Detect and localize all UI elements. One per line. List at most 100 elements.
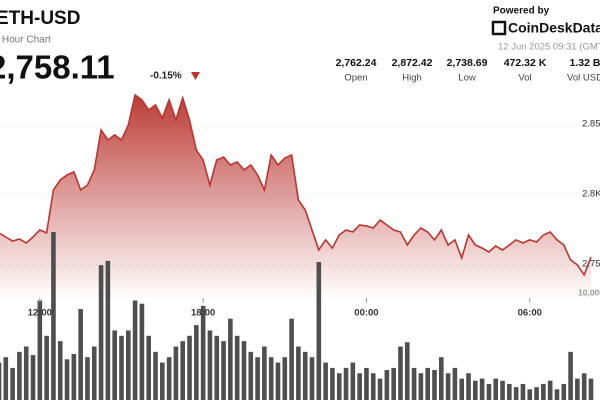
stat-label: Vol USD bbox=[567, 73, 600, 84]
volume-bar bbox=[588, 378, 594, 400]
volume-bar bbox=[473, 380, 478, 400]
volume-bar bbox=[262, 346, 267, 400]
volume-bar bbox=[309, 357, 315, 400]
stat-value: 1.32 B bbox=[570, 57, 600, 69]
volume-bar bbox=[432, 370, 437, 400]
stat-value: 2,872.42 bbox=[392, 57, 433, 69]
volume-bar bbox=[228, 318, 233, 400]
y-tick-label: 2.75K bbox=[582, 259, 600, 270]
volume-bar bbox=[343, 367, 349, 400]
volume-bar bbox=[139, 303, 145, 400]
volume-bar bbox=[194, 325, 199, 400]
volume-bar bbox=[445, 373, 451, 400]
volume-bar bbox=[51, 232, 56, 400]
volume-bar bbox=[370, 373, 376, 400]
title: ETH-USD bbox=[0, 8, 80, 29]
price-area bbox=[0, 95, 591, 300]
volume-bar bbox=[561, 383, 567, 400]
volume-bar bbox=[527, 389, 533, 400]
volume-bar bbox=[112, 330, 117, 400]
change: -0.15% bbox=[150, 71, 182, 82]
stat-label: High bbox=[402, 73, 422, 84]
volume-bar bbox=[180, 341, 186, 400]
volume-bar bbox=[64, 359, 70, 400]
volume-bar bbox=[3, 357, 9, 400]
volume-bar bbox=[78, 309, 83, 400]
powered-by: Powered by bbox=[493, 6, 550, 17]
x-tick-label: 12:00 bbox=[28, 308, 52, 319]
volume-bar bbox=[125, 330, 131, 400]
y-tick-label: 2.8K bbox=[582, 189, 600, 200]
volume-bar bbox=[30, 355, 36, 400]
volume-bar bbox=[404, 342, 410, 400]
price-line bbox=[0, 93, 592, 277]
volume-bar bbox=[221, 341, 226, 400]
brand-icon bbox=[491, 20, 507, 36]
volume-bar bbox=[187, 335, 192, 400]
volume-bar bbox=[289, 318, 294, 400]
down-arrow bbox=[191, 72, 200, 80]
volume-bar bbox=[547, 380, 553, 400]
volume-bar bbox=[541, 383, 546, 400]
volume-bar bbox=[581, 373, 587, 400]
volume-bar bbox=[323, 362, 328, 400]
stat-label: Open bbox=[344, 73, 367, 84]
volume-bar bbox=[248, 351, 254, 400]
volume-bar bbox=[105, 260, 111, 400]
volume-bar bbox=[98, 265, 104, 400]
volume-bar bbox=[500, 380, 505, 400]
volume-bar bbox=[418, 373, 424, 400]
volume-bar bbox=[479, 378, 485, 400]
volume-bar bbox=[44, 335, 49, 400]
volume-bar bbox=[466, 373, 471, 400]
brand: CoinDeskData bbox=[508, 20, 600, 36]
volume-bar bbox=[438, 357, 444, 400]
volume-bar bbox=[575, 378, 580, 400]
volume-bar bbox=[173, 346, 179, 400]
volume-bar bbox=[296, 346, 301, 400]
volume-bar bbox=[391, 367, 396, 400]
volume-bar bbox=[153, 351, 158, 400]
volume-bar bbox=[459, 378, 465, 400]
volume-bar bbox=[166, 357, 172, 400]
volume-bar bbox=[452, 367, 458, 400]
volume-bar bbox=[330, 367, 335, 400]
volume-bar bbox=[85, 357, 90, 400]
price: 2,758.11 bbox=[0, 49, 115, 86]
volume-bar bbox=[200, 305, 206, 400]
volume-bar bbox=[316, 261, 322, 400]
volume-bar bbox=[119, 335, 124, 400]
volume-bar bbox=[234, 335, 240, 400]
stat-label: Vol bbox=[518, 73, 531, 84]
x-tick-label: 18:00 bbox=[191, 308, 215, 319]
volume-bar bbox=[17, 351, 22, 400]
volume-bar bbox=[364, 367, 369, 400]
volume-bar bbox=[336, 373, 342, 400]
volume-bar bbox=[255, 357, 260, 400]
volume-bar bbox=[486, 383, 492, 400]
volume-bar bbox=[520, 383, 526, 400]
volume-bar bbox=[302, 351, 308, 400]
volume-bar bbox=[207, 330, 213, 400]
volume-bar bbox=[0, 362, 2, 400]
volume-bar bbox=[350, 362, 356, 400]
volume-bar bbox=[411, 367, 417, 400]
volume-bar bbox=[507, 383, 512, 400]
volume-bar bbox=[357, 373, 362, 400]
stat-value: 2,762.24 bbox=[336, 57, 377, 69]
volume-bar bbox=[282, 357, 288, 400]
volume-bar bbox=[146, 335, 152, 400]
volume-bar bbox=[160, 362, 165, 400]
volume-bar bbox=[132, 300, 138, 400]
volume-bar bbox=[554, 389, 560, 400]
stat-value: 472.32 K bbox=[504, 57, 547, 69]
volume-bar bbox=[534, 387, 539, 400]
volume-bar bbox=[91, 346, 97, 400]
volume-bar bbox=[23, 346, 29, 400]
volume-bar bbox=[37, 300, 43, 400]
volume-bar bbox=[214, 335, 220, 400]
volume-bar bbox=[384, 370, 390, 400]
volume-bar bbox=[268, 357, 274, 400]
subtitle: 24 Hour Chart bbox=[0, 35, 51, 46]
